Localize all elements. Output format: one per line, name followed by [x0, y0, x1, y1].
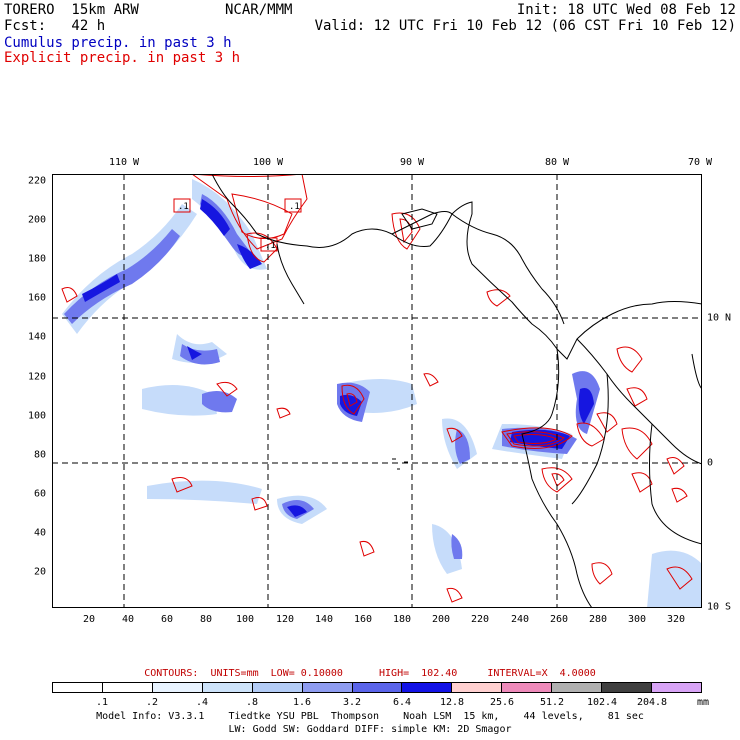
y-tick: 60 — [33, 488, 46, 500]
colorbar-swatch — [102, 683, 153, 692]
y-tick: 20 — [33, 566, 46, 578]
cumulus-legend: Cumulus precip. in past 3 h — [4, 35, 232, 51]
colorbar-label: .1 — [95, 697, 109, 708]
y-tick: 120 — [27, 371, 46, 383]
colorbar-swatch — [352, 683, 403, 692]
forecast-hour: Fcst: 42 h — [4, 18, 106, 34]
y-tick: 180 — [27, 253, 46, 265]
x-tick: 180 — [392, 614, 412, 625]
x-tick: 220 — [470, 614, 490, 625]
colorbar-label: .4 — [195, 697, 209, 708]
contour-label: .1 — [178, 202, 189, 212]
lat-label-10n: 10 N — [707, 312, 732, 324]
valid-time: Valid: 12 UTC Fri 10 Feb 12 (06 CST Fri … — [314, 18, 736, 34]
x-tick: 80 — [199, 614, 213, 625]
y-tick: 160 — [27, 292, 46, 304]
colorbar-swatch — [652, 683, 701, 692]
x-tick: 100 — [235, 614, 255, 625]
colorbar-swatch — [502, 683, 553, 692]
x-tick: 320 — [666, 614, 686, 625]
init-time: Init: 18 UTC Wed 08 Feb 12 — [516, 2, 736, 18]
lon-label-100w: 100 W — [252, 157, 284, 168]
contour-label: .1 — [289, 202, 300, 212]
x-tick: 140 — [314, 614, 334, 625]
lat-label-0: 0 — [707, 457, 714, 469]
colorbar-label: 3.2 — [342, 697, 362, 708]
x-tick: 240 — [510, 614, 530, 625]
x-tick: 280 — [588, 614, 608, 625]
colorbar-swatch — [552, 683, 603, 692]
coastlines — [211, 174, 702, 608]
x-tick: 160 — [353, 614, 373, 625]
x-tick: 260 — [549, 614, 569, 625]
colorbar-swatch — [402, 683, 453, 692]
colorbar-label: 1.6 — [292, 697, 312, 708]
colorbar-swatch — [152, 683, 203, 692]
contours-info: CONTOURS: UNITS=mm LOW= 0.10000 HIGH= 10… — [144, 668, 596, 679]
graticule — [52, 174, 702, 608]
colorbar-swatch — [452, 683, 503, 692]
lat-label-10s: 10 S — [707, 601, 732, 613]
x-tick: 200 — [431, 614, 451, 625]
physics-info: LW: Godd SW: Goddard DIFF: simple KM: 2D… — [228, 724, 512, 735]
organization-label: NCAR/MMM — [225, 2, 293, 18]
colorbar-label: 204.8 — [636, 697, 668, 708]
colorbar-label: 25.6 — [489, 697, 515, 708]
colorbar-label: .2 — [145, 697, 159, 708]
y-tick: 80 — [33, 449, 46, 461]
contour-label: .1 — [265, 241, 276, 251]
y-tick: 200 — [27, 214, 46, 226]
colorbar-label: .8 — [245, 697, 259, 708]
lon-label-70w: 70 W — [687, 157, 713, 168]
colorbar-swatch — [252, 683, 303, 692]
colorbar-swatch — [202, 683, 253, 692]
x-tick: 120 — [275, 614, 295, 625]
colorbar-label: 6.4 — [392, 697, 412, 708]
colorbar-label: 51.2 — [539, 697, 565, 708]
y-tick: 40 — [33, 527, 46, 539]
lon-label-80w: 80 W — [544, 157, 570, 168]
x-tick: 300 — [627, 614, 647, 625]
map-frame — [52, 174, 702, 608]
lon-label-110w: 110 W — [108, 157, 140, 168]
colorbar-label: 12.8 — [439, 697, 465, 708]
colorbar-swatch — [602, 683, 653, 692]
x-tick: 60 — [160, 614, 174, 625]
y-tick: 100 — [27, 410, 46, 422]
lon-label-90w: 90 W — [399, 157, 425, 168]
colorbar-unit: mm — [697, 697, 710, 708]
model-title: TORERO 15km ARW — [4, 2, 139, 18]
colorbar — [52, 682, 702, 693]
colorbar-label: 102.4 — [586, 697, 618, 708]
model-info: Model Info: V3.3.1 Tiedtke YSU PBL Thomp… — [96, 711, 644, 722]
x-tick: 20 — [82, 614, 96, 625]
y-tick: 140 — [27, 331, 46, 343]
colorbar-swatch — [302, 683, 353, 692]
colorbar-swatch — [53, 683, 103, 692]
x-tick: 40 — [121, 614, 135, 625]
precipitation-map: .1 .1 .1 — [52, 174, 702, 608]
explicit-legend: Explicit precip. in past 3 h — [4, 50, 241, 66]
y-tick: 220 — [27, 175, 46, 187]
